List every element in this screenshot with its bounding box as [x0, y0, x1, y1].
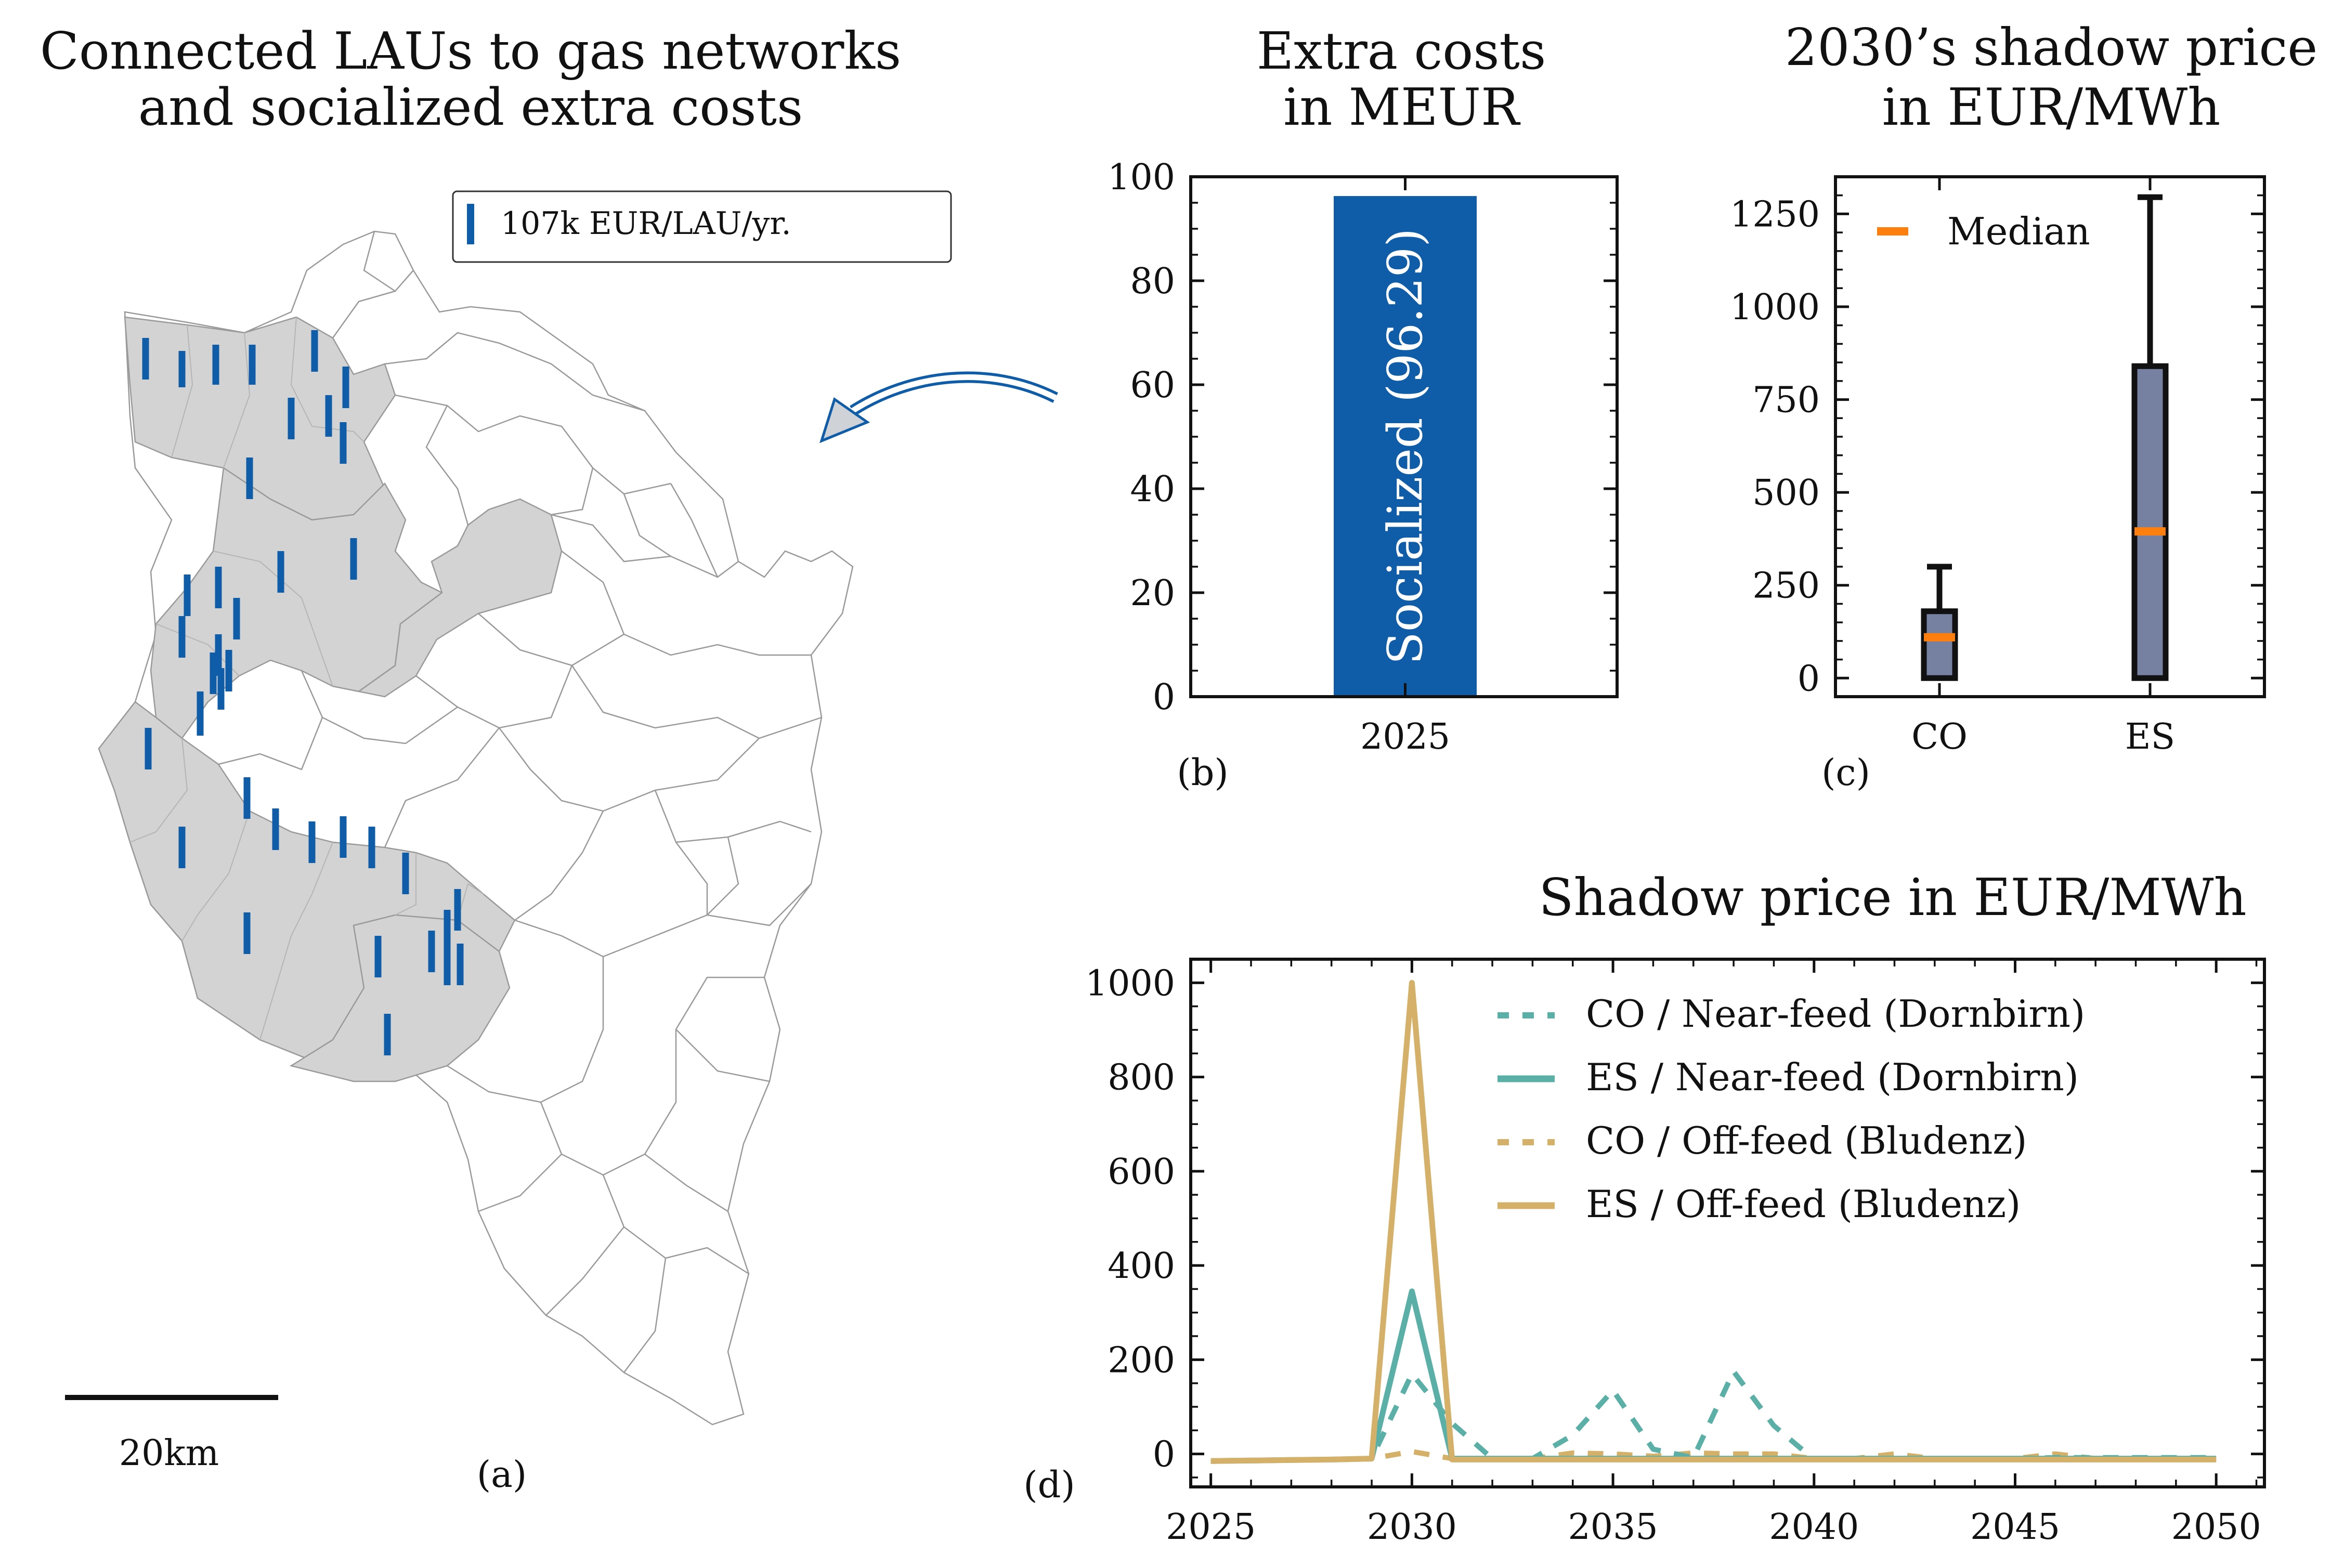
line-y-tick-label: 0	[1153, 1434, 1175, 1475]
box-title-line1: 2030’s shadow price	[1785, 18, 2317, 77]
lau-map	[98, 230, 854, 1426]
bar-x-tick-label: 2025	[1360, 716, 1450, 757]
box-chart: CO ES 0 250 500 750 1000 1250 Median	[1730, 175, 2266, 757]
map-title-line2: and socialized extra costs	[138, 78, 803, 137]
bar-y-tick-label: 0	[1153, 677, 1175, 718]
box-iqr	[2131, 363, 2169, 681]
bar-y-tick-label: 40	[1130, 469, 1175, 510]
line-title: Shadow price in EUR/MWh	[1539, 868, 2246, 927]
bar-socialized	[1334, 196, 1477, 697]
line-x-tick-label: 2025	[1166, 1507, 1256, 1548]
connected-lau-north	[124, 316, 396, 521]
box-panel: 2030’s shadow price in EUR/MWh CO ES 0 250 5…	[1730, 18, 2317, 794]
line-series-2	[1210, 1449, 2217, 1464]
bar-chart: Socialized (96.29) 0 20 40 60 80 100 2025	[1108, 157, 1619, 757]
line-legend-label-0: CO / Near-feed (Dornbirn)	[1586, 992, 2085, 1036]
line-x-tick-label: 2035	[1568, 1507, 1658, 1548]
line-y-tick-label: 400	[1108, 1246, 1175, 1287]
bar-title-line2: in MEUR	[1283, 78, 1521, 137]
bar-panel: Extra costs in MEUR Socialized (96.29) 0 2…	[1108, 22, 1619, 794]
line-y-tick-label: 800	[1108, 1057, 1175, 1099]
connected-lau-center	[357, 498, 563, 698]
curved-arrow-icon	[819, 371, 1058, 443]
map-legend-box	[452, 190, 952, 263]
bar-value-label: Socialized (96.29)	[1377, 228, 1433, 664]
panel-label-c: (c)	[1821, 751, 1870, 794]
bar-y-tick-label: 80	[1130, 261, 1175, 302]
box-axes-frame	[1834, 175, 2266, 698]
map-panel: Connected LAUs to gas networks and socia…	[40, 22, 952, 1496]
scale-label: 20km	[119, 1433, 219, 1474]
box-title-line2: in EUR/MWh	[1882, 78, 2221, 137]
map-legend-label: 107k EUR/LAU/yr.	[501, 205, 791, 242]
line-y-tick-label: 1000	[1085, 963, 1175, 1004]
line-legend-label-1: ES / Near-feed (Dornbirn)	[1586, 1055, 2079, 1099]
line-x-tick-label: 2050	[2171, 1507, 2261, 1548]
bar-y-tick-label: 60	[1130, 365, 1175, 406]
panel-label-a: (a)	[477, 1453, 527, 1496]
bar-y-tick-label: 100	[1108, 157, 1175, 198]
line-series-0	[1210, 1369, 2217, 1464]
map-legend: 107k EUR/LAU/yr.	[452, 190, 952, 263]
line-legend-label-2: CO / Off-feed (Bludenz)	[1586, 1119, 2027, 1162]
line-series-1	[1210, 1288, 2217, 1464]
line-series-3	[1210, 979, 2217, 1464]
line-axes-frame	[1189, 958, 2266, 1488]
box-y-tick-label: 500	[1752, 473, 1820, 514]
box-y-tick-label: 1250	[1730, 194, 1820, 235]
box-y-tick-label: 250	[1752, 566, 1820, 607]
box-x-tick-label: ES	[2125, 716, 2175, 757]
line-y-tick-label: 200	[1108, 1340, 1175, 1381]
lau-cost-markers	[142, 330, 464, 1055]
bar-y-tick-label: 20	[1130, 573, 1175, 614]
line-y-tick-label: 600	[1108, 1152, 1175, 1193]
panel-label-d: (d)	[1023, 1464, 1075, 1506]
line-panel: Shadow price in EUR/MWh 0 200 400 600 800 100…	[1023, 868, 2266, 1548]
median-legend-label: Median	[1947, 210, 2090, 253]
lau-boundaries	[218, 231, 822, 1373]
connected-lau-southwest	[98, 701, 516, 1082]
line-x-tick-label: 2040	[1769, 1507, 1859, 1548]
line-legend-label-3: ES / Off-feed (Bludenz)	[1586, 1182, 2021, 1226]
line-x-tick-label: 2045	[1970, 1507, 2060, 1548]
bar-title-line1: Extra costs	[1257, 22, 1546, 81]
line-x-tick-label: 2030	[1367, 1507, 1457, 1548]
panel-label-b: (b)	[1177, 751, 1228, 794]
box-iqr	[1921, 608, 1958, 681]
box-y-tick-label: 0	[1798, 658, 1820, 699]
box-y-tick-label: 1000	[1730, 287, 1820, 328]
map-title-line1: Connected LAUs to gas networks	[40, 22, 901, 81]
line-chart: 0 200 400 600 800 1000 2025 2030 2035 2040 2045 205…	[1085, 958, 2266, 1548]
box-y-tick-label: 750	[1752, 380, 1820, 421]
box-x-tick-label: CO	[1911, 716, 1968, 757]
